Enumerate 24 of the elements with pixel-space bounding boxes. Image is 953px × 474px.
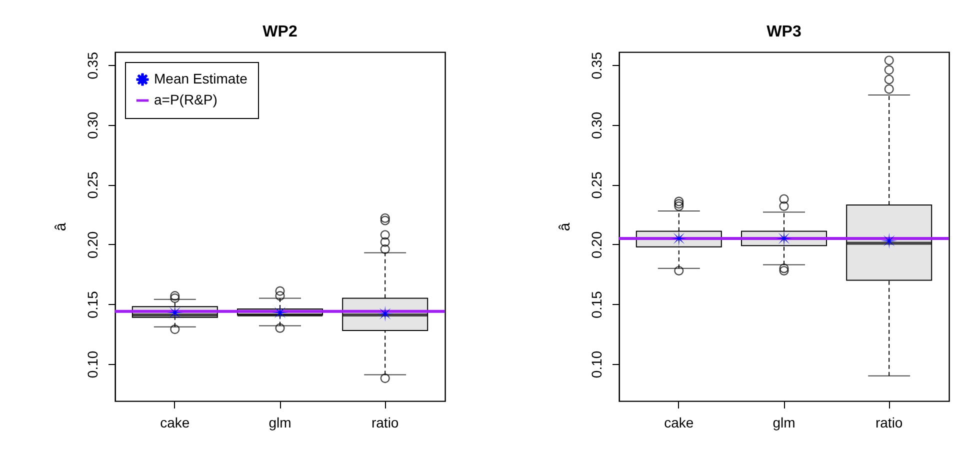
y-tick-label: 0.20 (588, 231, 604, 259)
y-tick-label: 0.35 (588, 52, 604, 80)
x-tick-label: cake (664, 414, 694, 430)
y-tick-label: 0.25 (84, 171, 100, 199)
x-tick-label: ratio (875, 414, 903, 430)
y-axis-title: â (556, 222, 574, 232)
y-tick-label: 0.10 (84, 350, 100, 378)
chart-title: WP3 (766, 24, 802, 41)
chart-title: WP2 (262, 24, 298, 41)
x-tick-label: cake (160, 414, 190, 430)
y-tick-label: 0.25 (588, 171, 604, 199)
legend-label: a=P(R&P) (154, 92, 218, 108)
x-tick-label: glm (772, 414, 796, 430)
y-tick-label: 0.15 (84, 290, 100, 318)
y-tick-label: 0.30 (84, 112, 100, 140)
y-tick-label: 0.10 (588, 350, 604, 378)
y-axis-title: â (52, 222, 70, 232)
x-tick-label: glm (268, 414, 292, 430)
x-tick-label: ratio (371, 414, 399, 430)
legend-label: Mean Estimate (154, 70, 248, 86)
y-tick-label: 0.30 (588, 112, 604, 140)
y-tick-label: 0.15 (588, 290, 604, 318)
y-tick-label: 0.20 (84, 231, 100, 259)
y-tick-label: 0.35 (84, 52, 100, 80)
